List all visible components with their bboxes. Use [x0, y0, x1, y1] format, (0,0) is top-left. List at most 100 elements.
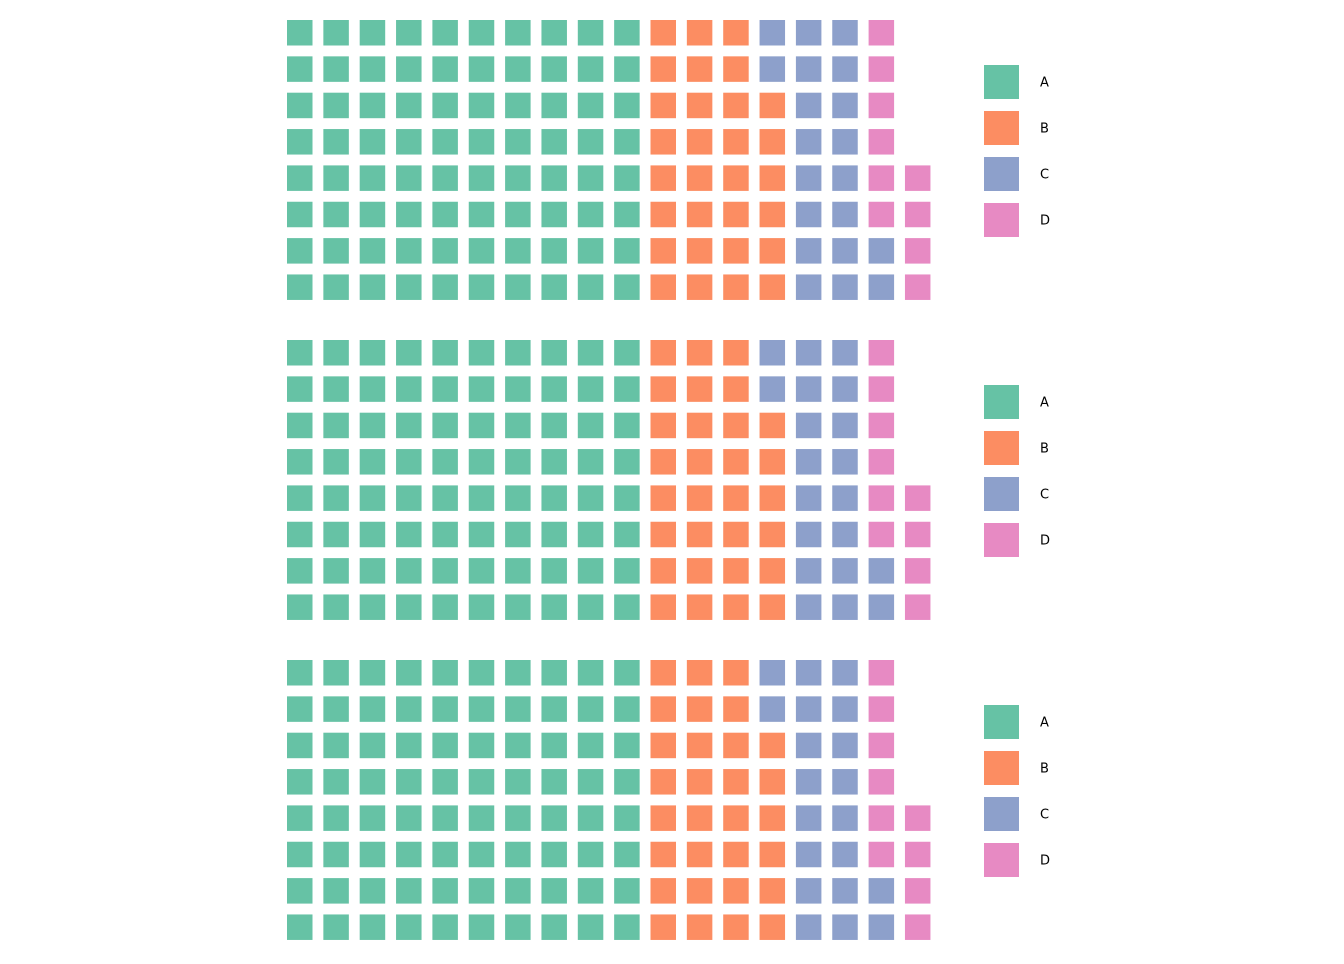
waffle-cell-A: [541, 732, 567, 759]
waffle-cell-A: [432, 696, 458, 722]
waffle-cell-A: [577, 732, 604, 759]
waffle-cell-B: [723, 412, 749, 439]
waffle-cell-A: [614, 732, 640, 759]
waffle-cell-A: [359, 732, 386, 759]
waffle-cell-A: [396, 412, 422, 439]
waffle-cell-B: [650, 594, 676, 620]
waffle-cell-A: [468, 56, 495, 82]
waffle-cell-A: [396, 769, 422, 795]
waffle-cell-A: [505, 696, 531, 722]
waffle-cell-A: [359, 696, 386, 722]
waffle-cell-A: [614, 201, 640, 228]
waffle-cell-B: [686, 56, 713, 82]
waffle-cell-A: [541, 485, 567, 511]
waffle-cell-C: [832, 412, 858, 439]
waffle-cell-A: [359, 412, 386, 439]
waffle-cell-A: [541, 594, 567, 620]
waffle-cell-A: [505, 340, 531, 366]
waffle-cell-B: [723, 521, 749, 548]
waffle-cell-D: [868, 696, 895, 722]
waffle-cell-A: [287, 238, 313, 264]
waffle-cell-A: [468, 841, 495, 868]
waffle-cell-A: [505, 165, 531, 191]
waffle-cell-A: [432, 129, 458, 155]
waffle-cell-A: [359, 594, 386, 620]
waffle-cell-A: [432, 56, 458, 82]
waffle-cell-A: [505, 238, 531, 264]
waffle-cell-A: [287, 660, 313, 686]
waffle-cell-A: [541, 878, 567, 904]
waffle-cell-D: [868, 129, 895, 155]
waffle-cell-D: [904, 558, 931, 584]
waffle-cell-A: [468, 769, 495, 795]
waffle-cell-A: [505, 485, 531, 511]
waffle-cell-A: [432, 412, 458, 439]
waffle-cell-C: [832, 238, 858, 264]
waffle-cell-A: [396, 594, 422, 620]
waffle-cell-D: [868, 521, 895, 548]
waffle-cell-C: [868, 594, 895, 620]
waffle-cell-A: [396, 914, 422, 940]
legend-swatch-B: [984, 111, 1019, 145]
waffle-cell-A: [323, 521, 349, 548]
waffle-cell-A: [287, 274, 313, 300]
waffle-cell-A: [577, 20, 604, 46]
waffle-cell-A: [432, 660, 458, 686]
waffle-cell-A: [432, 485, 458, 511]
waffle-cell-A: [359, 201, 386, 228]
waffle-cell-B: [650, 914, 676, 940]
waffle-cell-C: [832, 56, 858, 82]
waffle-cell-A: [468, 696, 495, 722]
waffle-cell-B: [686, 594, 713, 620]
waffle-cell-A: [468, 485, 495, 511]
waffle-cell-B: [759, 594, 786, 620]
waffle-cell-A: [359, 449, 386, 475]
waffle-cell-A: [505, 201, 531, 228]
waffle-cell-D: [904, 878, 931, 904]
waffle-cell-A: [432, 201, 458, 228]
waffle-cell-A: [614, 376, 640, 402]
waffle-cell-A: [432, 558, 458, 584]
waffle-cell-A: [287, 914, 313, 940]
waffle-cell-B: [759, 805, 786, 831]
waffle-cell-B: [686, 20, 713, 46]
waffle-cell-A: [287, 92, 313, 119]
waffle-cell-A: [323, 129, 349, 155]
waffle-panel-2: A B C D: [287, 340, 1050, 620]
waffle-cell-A: [541, 412, 567, 439]
waffle-cell-A: [541, 769, 567, 795]
waffle-cell-A: [287, 878, 313, 904]
waffle-cell-C: [795, 376, 822, 402]
waffle-cell-C: [795, 238, 822, 264]
waffle-cell-A: [614, 129, 640, 155]
waffle-cell-A: [396, 841, 422, 868]
waffle-cell-D: [868, 769, 895, 795]
waffle-cell-A: [396, 165, 422, 191]
waffle-cell-A: [468, 449, 495, 475]
waffle-cell-C: [795, 485, 822, 511]
waffle-cell-D: [904, 274, 931, 300]
waffle-cell-A: [323, 558, 349, 584]
waffle-cell-C: [832, 660, 858, 686]
waffle-cell-C: [795, 92, 822, 119]
waffle-cell-A: [505, 841, 531, 868]
waffle-cell-B: [723, 238, 749, 264]
waffle-cell-A: [396, 485, 422, 511]
waffle-cell-A: [468, 594, 495, 620]
waffle-cell-D: [904, 165, 931, 191]
waffle-cell-A: [396, 201, 422, 228]
waffle-cell-A: [505, 56, 531, 82]
waffle-cell-C: [832, 732, 858, 759]
waffle-cell-A: [396, 376, 422, 402]
waffle-cell-B: [759, 165, 786, 191]
waffle-cell-A: [577, 485, 604, 511]
waffle-cell-B: [650, 769, 676, 795]
waffle-cell-A: [396, 238, 422, 264]
waffle-cell-D: [868, 412, 895, 439]
waffle-cell-C: [795, 449, 822, 475]
legend-label-B: B: [1040, 442, 1049, 457]
waffle-cell-B: [759, 732, 786, 759]
waffle-cell-C: [832, 841, 858, 868]
waffle-cell-A: [468, 914, 495, 940]
